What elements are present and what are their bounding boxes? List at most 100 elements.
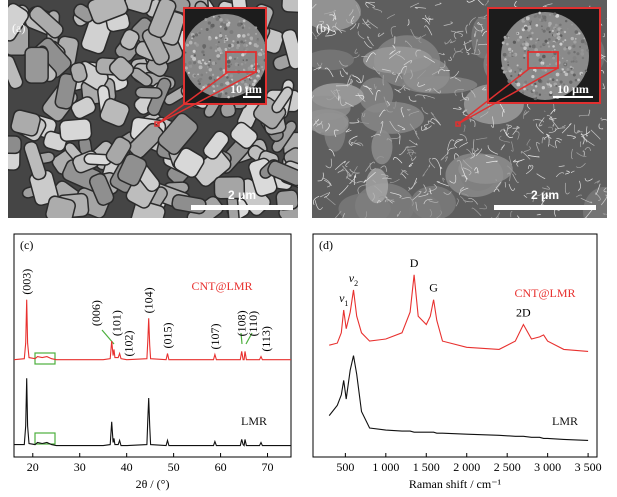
surface-grain xyxy=(509,51,512,54)
surface-grain xyxy=(229,30,234,34)
fiber xyxy=(516,215,520,218)
agglomerate xyxy=(365,168,389,204)
fiber xyxy=(428,158,436,169)
panel-label: (d) xyxy=(319,238,333,252)
fiber xyxy=(365,1,375,8)
surface-grain xyxy=(507,47,512,51)
surface-grain xyxy=(541,15,545,18)
fiber xyxy=(332,25,343,34)
fiber xyxy=(527,155,540,158)
surface-grain xyxy=(241,26,245,30)
surface-grain xyxy=(536,13,540,16)
surface-grain xyxy=(547,45,551,48)
surface-grain xyxy=(232,95,235,98)
fiber xyxy=(348,139,352,145)
fiber xyxy=(556,138,563,141)
peak-label: (113) xyxy=(259,326,273,352)
surface-grain xyxy=(511,50,514,52)
fiber xyxy=(444,39,452,45)
agglomerate xyxy=(410,185,456,218)
fiber xyxy=(477,0,485,6)
fiber xyxy=(504,182,507,188)
fiber xyxy=(349,120,360,124)
surface-grain xyxy=(219,25,222,28)
particle xyxy=(88,173,115,206)
fiber xyxy=(468,197,479,205)
particle xyxy=(99,97,130,128)
fiber xyxy=(410,29,421,40)
fiber xyxy=(353,54,360,59)
fiber xyxy=(600,117,602,120)
particle xyxy=(8,135,22,155)
fiber xyxy=(312,31,317,40)
fiber xyxy=(377,32,385,37)
surface-grain xyxy=(529,37,533,41)
fiber xyxy=(317,172,324,182)
surface-grain xyxy=(574,37,577,40)
fiber xyxy=(400,65,408,74)
surface-grain xyxy=(516,82,521,87)
fiber xyxy=(487,145,498,155)
fiber xyxy=(313,196,320,206)
fiber xyxy=(345,161,350,167)
surface-grain xyxy=(531,31,534,35)
fiber xyxy=(462,108,468,114)
surface-grain xyxy=(563,47,567,51)
surface-grain xyxy=(572,73,576,77)
surface-grain xyxy=(248,26,251,30)
fiber xyxy=(364,211,367,218)
fiber xyxy=(333,129,339,138)
fiber xyxy=(390,192,402,198)
inset-scale-label: 10 μm xyxy=(557,82,589,96)
particle xyxy=(23,140,47,181)
scale-label: 2 μm xyxy=(531,188,559,202)
surface-grain xyxy=(502,70,506,74)
surface-grain xyxy=(217,41,220,44)
fiber xyxy=(428,164,431,168)
surface-grain xyxy=(221,53,225,58)
fiber xyxy=(324,123,330,132)
fiber xyxy=(459,133,467,142)
fiber xyxy=(403,67,408,75)
surface-grain xyxy=(236,56,239,59)
surface-grain xyxy=(560,28,563,32)
surface-grain xyxy=(261,68,265,71)
fiber xyxy=(377,200,381,204)
fiber xyxy=(316,62,323,67)
surface-grain xyxy=(213,89,216,93)
fiber xyxy=(470,152,475,159)
surface-grain xyxy=(553,12,557,16)
surface-grain xyxy=(259,60,263,64)
surface-grain xyxy=(552,41,556,46)
series-label: LMR xyxy=(241,414,267,428)
surface-grain xyxy=(514,80,518,84)
surface-grain xyxy=(239,36,242,39)
fiber xyxy=(526,138,531,146)
surface-grain xyxy=(552,33,557,37)
peak-subscript: 1 xyxy=(344,299,348,308)
peak-label: v2 xyxy=(349,271,358,288)
surface-grain xyxy=(208,76,213,80)
surface-grain xyxy=(564,39,567,42)
spectrum-line xyxy=(329,274,589,352)
particle xyxy=(87,0,129,25)
surface-grain xyxy=(244,79,246,82)
surface-grain xyxy=(234,90,238,93)
surface-grain xyxy=(256,76,260,79)
surface-grain xyxy=(208,35,211,39)
surface-grain xyxy=(234,68,237,72)
surface-grain xyxy=(529,23,532,25)
fiber xyxy=(371,192,375,202)
fiber xyxy=(334,160,346,170)
surface-grain xyxy=(245,58,248,62)
fiber xyxy=(510,210,513,218)
fiber xyxy=(452,51,463,58)
fiber xyxy=(499,135,511,143)
surface-grain xyxy=(254,26,258,29)
particle xyxy=(130,199,166,218)
surface-grain xyxy=(540,25,543,28)
fiber xyxy=(408,162,414,167)
fiber xyxy=(459,97,469,102)
surface-grain xyxy=(574,27,577,30)
agglomerate xyxy=(312,95,351,121)
